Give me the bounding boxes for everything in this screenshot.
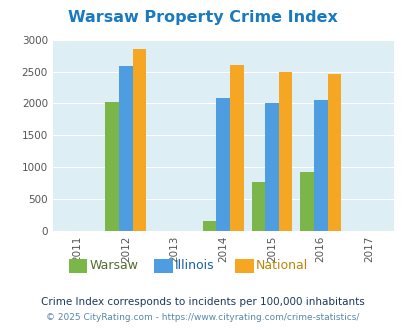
Text: © 2025 CityRating.com - https://www.cityrating.com/crime-statistics/: © 2025 CityRating.com - https://www.city… xyxy=(46,313,359,322)
Text: Crime Index corresponds to incidents per 100,000 inhabitants: Crime Index corresponds to incidents per… xyxy=(41,297,364,307)
Bar xyxy=(216,98,230,231)
Bar xyxy=(251,182,264,231)
Bar xyxy=(119,66,132,231)
Bar xyxy=(278,72,292,231)
Bar xyxy=(202,221,216,231)
Text: National: National xyxy=(255,259,307,272)
Bar xyxy=(327,74,340,231)
Bar xyxy=(230,65,243,231)
Bar xyxy=(313,100,327,231)
Text: Warsaw: Warsaw xyxy=(89,259,138,272)
Text: Warsaw Property Crime Index: Warsaw Property Crime Index xyxy=(68,10,337,25)
Bar xyxy=(105,102,119,231)
Bar xyxy=(264,103,278,231)
Text: Illinois: Illinois xyxy=(174,259,214,272)
Bar xyxy=(132,49,146,231)
Bar xyxy=(300,172,313,231)
